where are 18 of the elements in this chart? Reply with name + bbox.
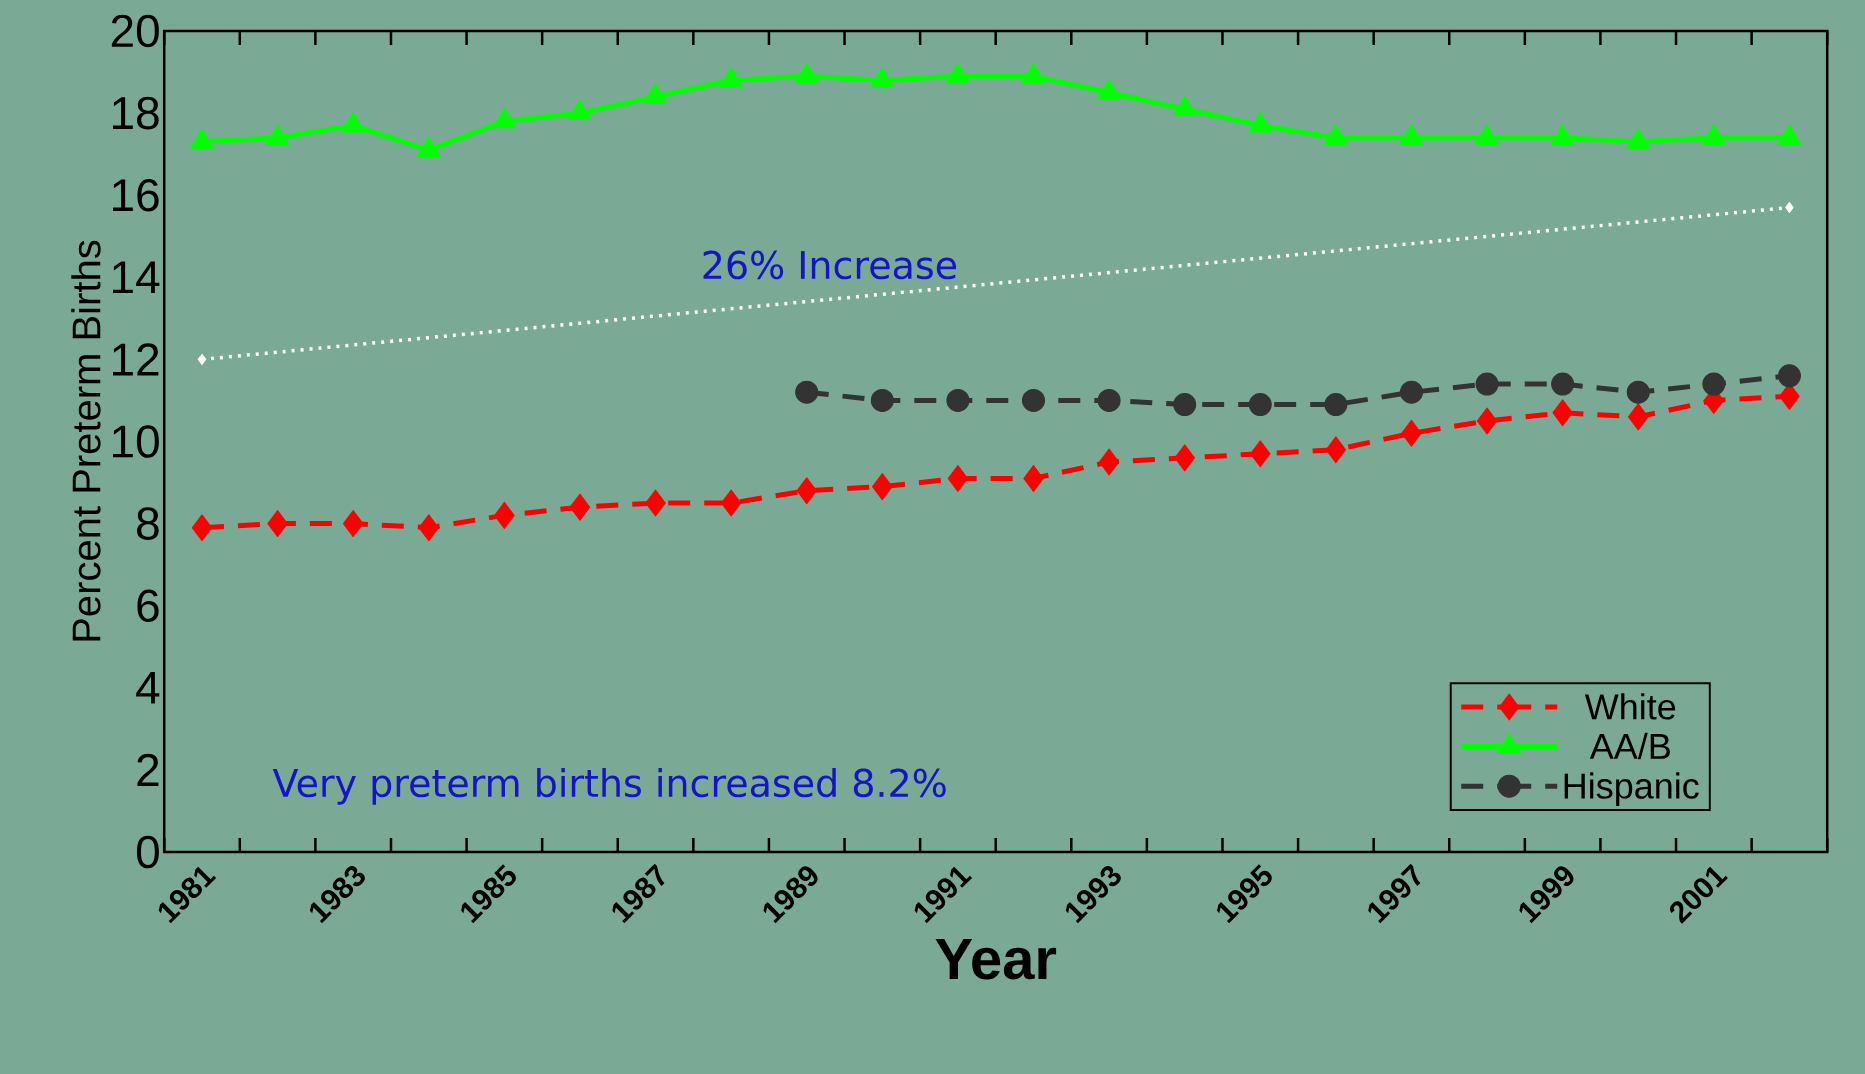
- y-tick-label: 20: [111, 14, 159, 48]
- legend-label: Hispanic: [1564, 772, 1699, 806]
- annotation: Very preterm births increased 8.2%: [272, 767, 946, 805]
- y-tick-label: 14: [113, 261, 160, 294]
- y-tick-label: 0: [136, 835, 159, 869]
- annotation: 26% Increase: [703, 250, 957, 280]
- x-axis-title: Year: [935, 939, 1057, 980]
- y-tick-label: 6: [137, 589, 159, 622]
- y-tick-label: 2: [137, 753, 159, 786]
- y-axis-title: Percent Preterm Births: [71, 240, 101, 641]
- y-tick-label: 16: [113, 178, 159, 212]
- y-tick-label: 8: [137, 507, 159, 540]
- legend-label: AA/B: [1589, 732, 1670, 760]
- legend-label: White: [1584, 693, 1676, 720]
- y-tick-label: 12: [113, 343, 159, 376]
- y-tick-label: 4: [136, 671, 160, 704]
- y-tick-label: 18: [113, 96, 159, 130]
- y-tick-label: 10: [113, 425, 159, 458]
